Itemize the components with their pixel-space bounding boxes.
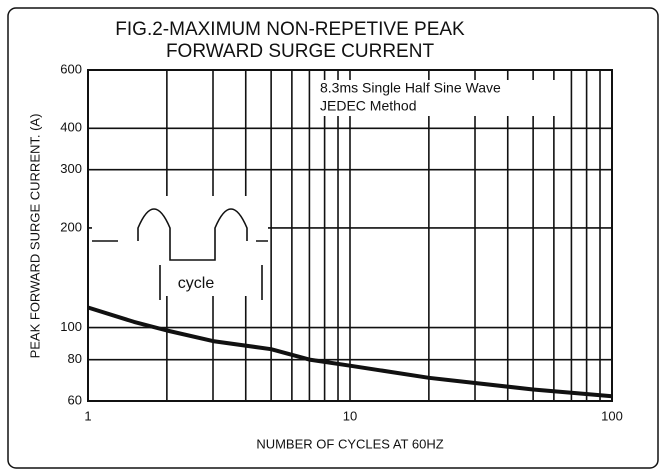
y-tick-label: 60 bbox=[68, 392, 82, 407]
chart-title: FORWARD SURGE CURRENT bbox=[166, 41, 435, 62]
x-tick-label: 100 bbox=[601, 408, 623, 423]
cycle-bracket bbox=[159, 265, 263, 300]
chart-title: FIG.2-MAXIMUM NON-REPETIVE PEAK bbox=[115, 19, 465, 40]
x-tick-label: 10 bbox=[343, 408, 357, 423]
y-tick-label: 100 bbox=[60, 319, 82, 334]
annotation: cycle bbox=[178, 275, 215, 292]
annotation-box bbox=[313, 80, 561, 116]
x-axis-label: NUMBER OF CYCLES AT 60HZ bbox=[256, 436, 443, 451]
y-tick-label: 200 bbox=[60, 219, 82, 234]
annotation: JEDEC Method bbox=[320, 98, 416, 114]
waveform bbox=[92, 208, 268, 261]
plot-border bbox=[87, 69, 613, 402]
y-tick-label: 300 bbox=[60, 161, 82, 176]
y-tick-label: 400 bbox=[60, 120, 82, 135]
y-axis-label: PEAK FORWARD SURGE CURRENT. (A) bbox=[27, 114, 42, 359]
y-tick-label: 600 bbox=[60, 61, 82, 76]
annotation: 8.3ms Single Half Sine Wave bbox=[320, 80, 501, 96]
y-tick-label: 80 bbox=[68, 351, 82, 366]
frame bbox=[7, 7, 659, 469]
series-line bbox=[87, 305, 613, 399]
x-tick-label: 1 bbox=[84, 408, 91, 423]
